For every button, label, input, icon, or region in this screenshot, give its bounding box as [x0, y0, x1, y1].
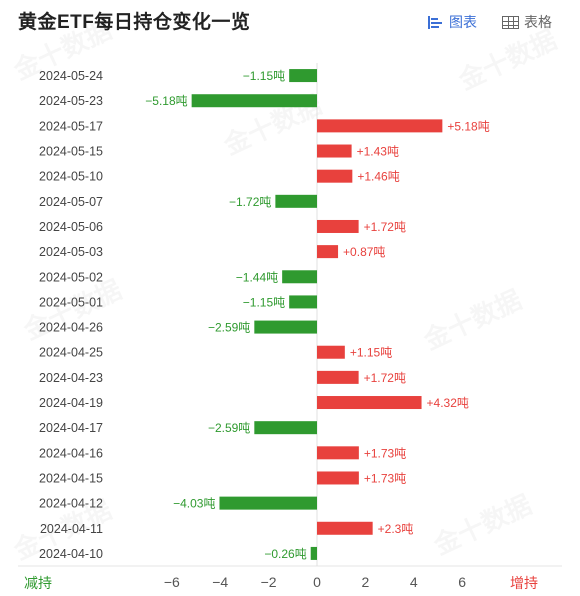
category-label: 2024-04-25 [39, 346, 103, 360]
table-icon [502, 15, 519, 29]
category-label: 2024-04-16 [39, 446, 103, 460]
category-label: 2024-04-12 [39, 497, 103, 511]
category-label: 2024-04-26 [39, 321, 103, 335]
data-label: −1.44吨 [236, 270, 278, 284]
data-label: −1.72吨 [229, 195, 271, 209]
category-label: 2024-05-24 [39, 69, 103, 83]
bar [254, 421, 317, 435]
data-label: −2.59吨 [208, 321, 250, 335]
bar [317, 471, 359, 485]
x-tick-label: −2 [261, 574, 277, 590]
bar [317, 219, 359, 233]
x-tick-label: 4 [410, 574, 418, 590]
data-label: +0.87吨 [343, 245, 385, 259]
data-label: +1.72吨 [364, 220, 406, 234]
data-label: +1.46吨 [357, 170, 399, 184]
data-label: +1.43吨 [357, 145, 399, 159]
category-label: 2024-05-17 [39, 119, 103, 133]
data-label: +1.72吨 [364, 371, 406, 385]
category-label: 2024-05-07 [39, 195, 103, 209]
table-view-toggle[interactable]: 表格 [502, 12, 552, 32]
bar [275, 194, 317, 208]
category-label: 2024-05-23 [39, 94, 103, 108]
bar [317, 521, 373, 535]
data-label: −4.03吨 [173, 497, 215, 511]
data-label: −1.15吨 [243, 69, 285, 83]
x-tick-label: −6 [164, 574, 180, 590]
bar [289, 295, 317, 309]
chart-view-toggle[interactable]: 图表 [428, 12, 477, 32]
category-label: 2024-05-01 [39, 295, 103, 309]
bar-chart-icon [428, 15, 444, 29]
category-label: 2024-04-10 [39, 547, 103, 561]
data-label: +1.73吨 [364, 471, 406, 485]
category-label: 2024-05-03 [39, 245, 103, 259]
data-label: +5.18吨 [447, 119, 489, 133]
increase-label: 增持 [510, 575, 538, 591]
bar [317, 119, 443, 133]
x-tick-label: 0 [313, 574, 321, 590]
bar [317, 446, 359, 460]
bar [191, 94, 317, 108]
chart-header: 黄金ETF每日持仓变化一览 图表 表格 [0, 0, 580, 40]
data-label: −1.15吨 [243, 295, 285, 309]
category-label: 2024-04-17 [39, 421, 103, 435]
bar [254, 320, 317, 334]
data-label: +1.73吨 [364, 446, 406, 460]
category-label: 2024-05-15 [39, 145, 103, 159]
x-tick-label: −4 [212, 574, 228, 590]
bar [317, 370, 359, 384]
table-view-label: 表格 [524, 14, 552, 30]
category-label: 2024-04-15 [39, 471, 103, 485]
chart-view-label: 图表 [449, 14, 477, 30]
category-label: 2024-04-11 [40, 522, 103, 536]
bar [282, 270, 317, 284]
category-label: 2024-05-10 [39, 170, 103, 184]
category-label: 2024-04-23 [39, 371, 103, 385]
data-label: −5.18吨 [145, 94, 187, 108]
data-label: −2.59吨 [208, 421, 250, 435]
bar [317, 345, 345, 359]
category-label: 2024-04-19 [39, 396, 103, 410]
bar [317, 245, 339, 259]
data-label: +4.32吨 [427, 396, 469, 410]
bar [310, 546, 317, 560]
page-title: 黄金ETF每日持仓变化一览 [18, 12, 251, 33]
bar [219, 496, 317, 510]
category-label: 2024-05-06 [39, 220, 103, 234]
data-label: +2.3吨 [378, 522, 414, 536]
x-tick-label: 6 [458, 574, 466, 590]
decrease-label: 减持 [24, 575, 52, 591]
data-label: +1.15吨 [350, 346, 392, 360]
bar [317, 169, 353, 183]
data-label: −0.26吨 [264, 547, 306, 561]
category-label: 2024-05-02 [39, 270, 103, 284]
bar [317, 144, 352, 158]
bar [289, 69, 317, 83]
bar [317, 396, 422, 410]
x-tick-label: 2 [362, 574, 370, 590]
